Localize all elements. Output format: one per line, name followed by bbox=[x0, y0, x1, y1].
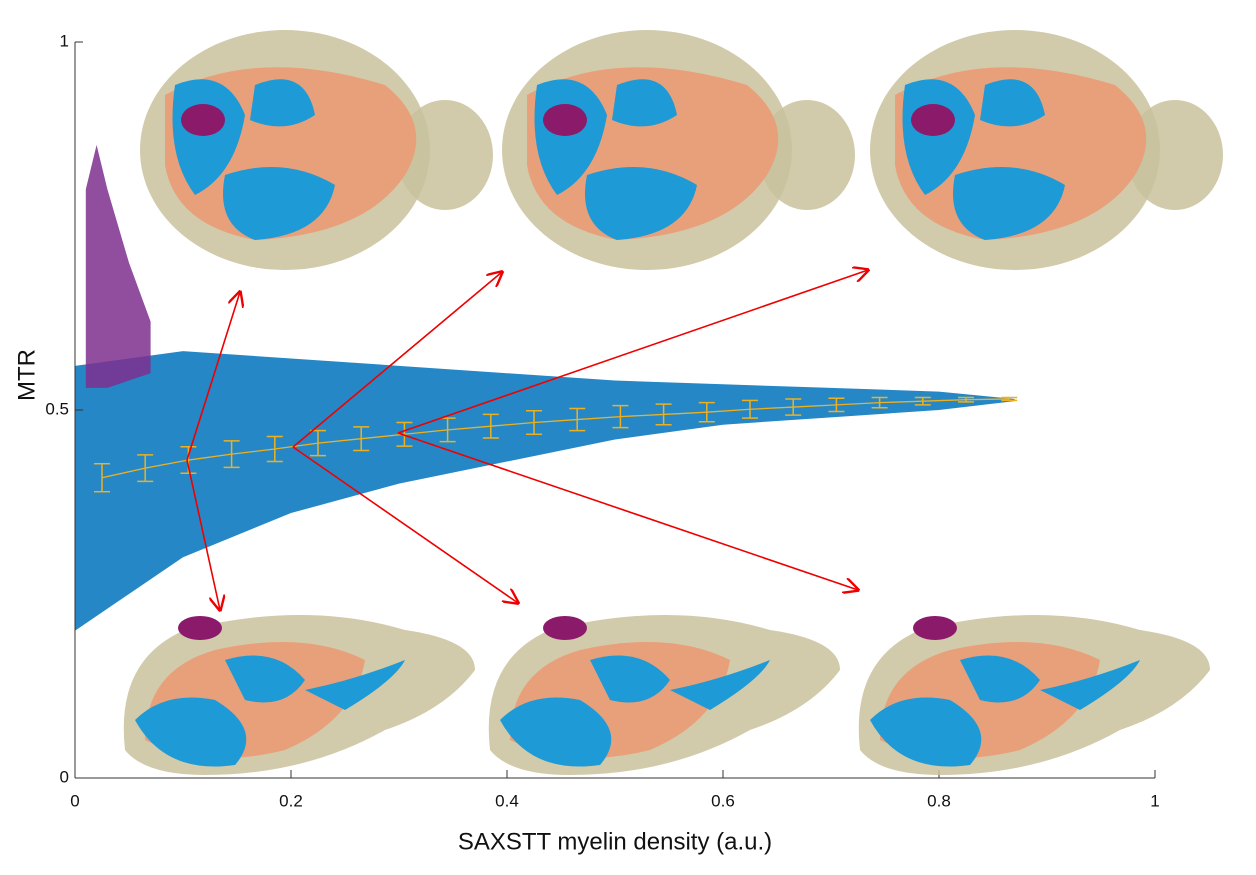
x-tick-label: 0.2 bbox=[279, 791, 303, 810]
error-bar bbox=[742, 399, 758, 419]
brain-image bbox=[140, 30, 493, 270]
error-bar bbox=[828, 397, 845, 413]
arrow bbox=[397, 432, 858, 590]
error-bar bbox=[137, 454, 154, 483]
error-bar bbox=[396, 421, 413, 447]
x-tick-label: 0.4 bbox=[495, 791, 519, 810]
y-tick-label: 0.5 bbox=[45, 399, 69, 418]
x-tick-label: 0.6 bbox=[711, 791, 735, 810]
error-bar bbox=[914, 396, 931, 406]
error-bar bbox=[958, 396, 974, 403]
y-axis-label: MTR bbox=[13, 349, 40, 401]
brain-image bbox=[123, 615, 475, 775]
brain-image bbox=[870, 30, 1223, 270]
arrow bbox=[397, 270, 868, 434]
x-tick-label: 0.8 bbox=[927, 791, 951, 810]
y-tick-label: 0 bbox=[60, 767, 69, 786]
error-bar bbox=[1001, 396, 1018, 402]
brain-image bbox=[502, 30, 855, 270]
error-bar bbox=[612, 404, 629, 429]
arrow bbox=[186, 459, 220, 610]
y-tick-label: 1 bbox=[60, 31, 69, 50]
arrow bbox=[186, 292, 240, 461]
error-bar bbox=[94, 462, 110, 493]
error-bar bbox=[526, 409, 542, 436]
x-tick-label: 1 bbox=[1150, 791, 1159, 810]
error-bar bbox=[655, 403, 672, 426]
arrow bbox=[292, 272, 502, 448]
x-tick-label: 0 bbox=[70, 791, 79, 810]
brain-image bbox=[488, 615, 840, 775]
plot-area: 0 0.2 0.4 0.6 0.8 1 0 0.5 1 bbox=[45, 31, 1159, 810]
arrows bbox=[186, 270, 868, 610]
error-bar bbox=[569, 407, 586, 432]
x-axis-label: SAXSTT myelin density (a.u.) bbox=[458, 828, 772, 855]
arrow bbox=[292, 446, 518, 603]
error-bar bbox=[353, 426, 370, 452]
point-cloud bbox=[75, 351, 1015, 631]
error-bar bbox=[871, 396, 888, 409]
point-cloud bbox=[85, 145, 151, 388]
error-bar bbox=[698, 401, 715, 423]
error-bar bbox=[223, 440, 240, 469]
brain-image bbox=[858, 615, 1210, 775]
mean-line bbox=[101, 398, 1010, 479]
error-bar bbox=[482, 413, 499, 439]
error-bar bbox=[266, 435, 283, 463]
error-bar bbox=[785, 398, 802, 416]
